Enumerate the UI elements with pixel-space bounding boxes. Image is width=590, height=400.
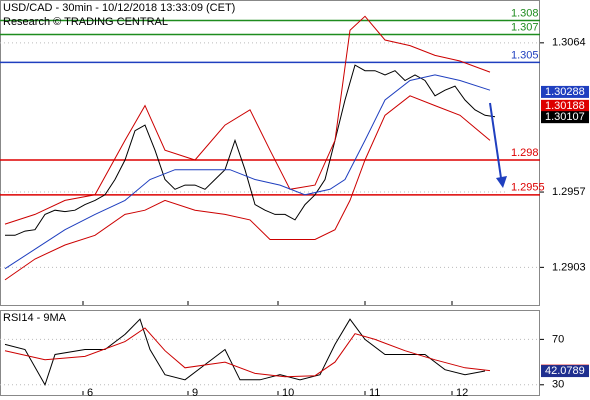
price-tag: [541, 99, 589, 112]
price-tag: [541, 85, 589, 98]
level-label: 1.2955: [511, 182, 545, 194]
level-label: 1.307: [511, 21, 539, 33]
level-label: 1.305: [511, 49, 539, 61]
series-line: [5, 64, 496, 236]
x-tick-label: 12: [456, 387, 468, 399]
level-label-bg: [508, 21, 539, 34]
price-tag: [541, 365, 589, 378]
price-tag: [541, 111, 589, 124]
x-tick-label: 11: [369, 387, 380, 399]
series-line: [4, 95, 491, 281]
level-label: 1.308: [511, 7, 539, 19]
rsi-panel: [0, 310, 540, 396]
x-tick-label: 10: [282, 387, 294, 399]
price-tag-label: 42.0789: [545, 365, 585, 377]
series-line: [4, 327, 491, 378]
chart-title: USD/CAD - 30min - 10/12/2018 13:33:09 (C…: [3, 2, 235, 14]
price-tag-label: 1.30188: [545, 100, 585, 112]
x-tick-label: 9: [192, 387, 198, 399]
y-tick-label: 70: [552, 333, 564, 345]
level-label-bg: [508, 146, 539, 159]
price-tag-label: 1.30288: [545, 86, 585, 98]
y-tick-label: 30: [552, 379, 564, 391]
price-tag-label: 1.30107: [545, 111, 585, 123]
level-label-bg: [508, 181, 539, 194]
forecast-arrow: [489, 102, 502, 179]
level-label: 1.298: [511, 147, 539, 159]
x-tick-label: 6: [87, 387, 93, 399]
y-tick-label: 1.2903: [552, 261, 586, 273]
level-label-bg: [508, 49, 539, 62]
series-line: [4, 74, 491, 270]
y-tick-label: 1.3064: [552, 37, 586, 49]
series-line: [4, 15, 491, 225]
chart-subtitle: Research © TRADING CENTRAL: [3, 16, 168, 28]
rsi-title: RSI14 - 9MA: [3, 312, 67, 324]
series-line: [4, 318, 486, 387]
price-panel: [0, 0, 540, 306]
level-label-bg: [508, 7, 539, 20]
arrow-head: [496, 176, 507, 188]
y-tick-label: 1.2957: [552, 186, 586, 198]
